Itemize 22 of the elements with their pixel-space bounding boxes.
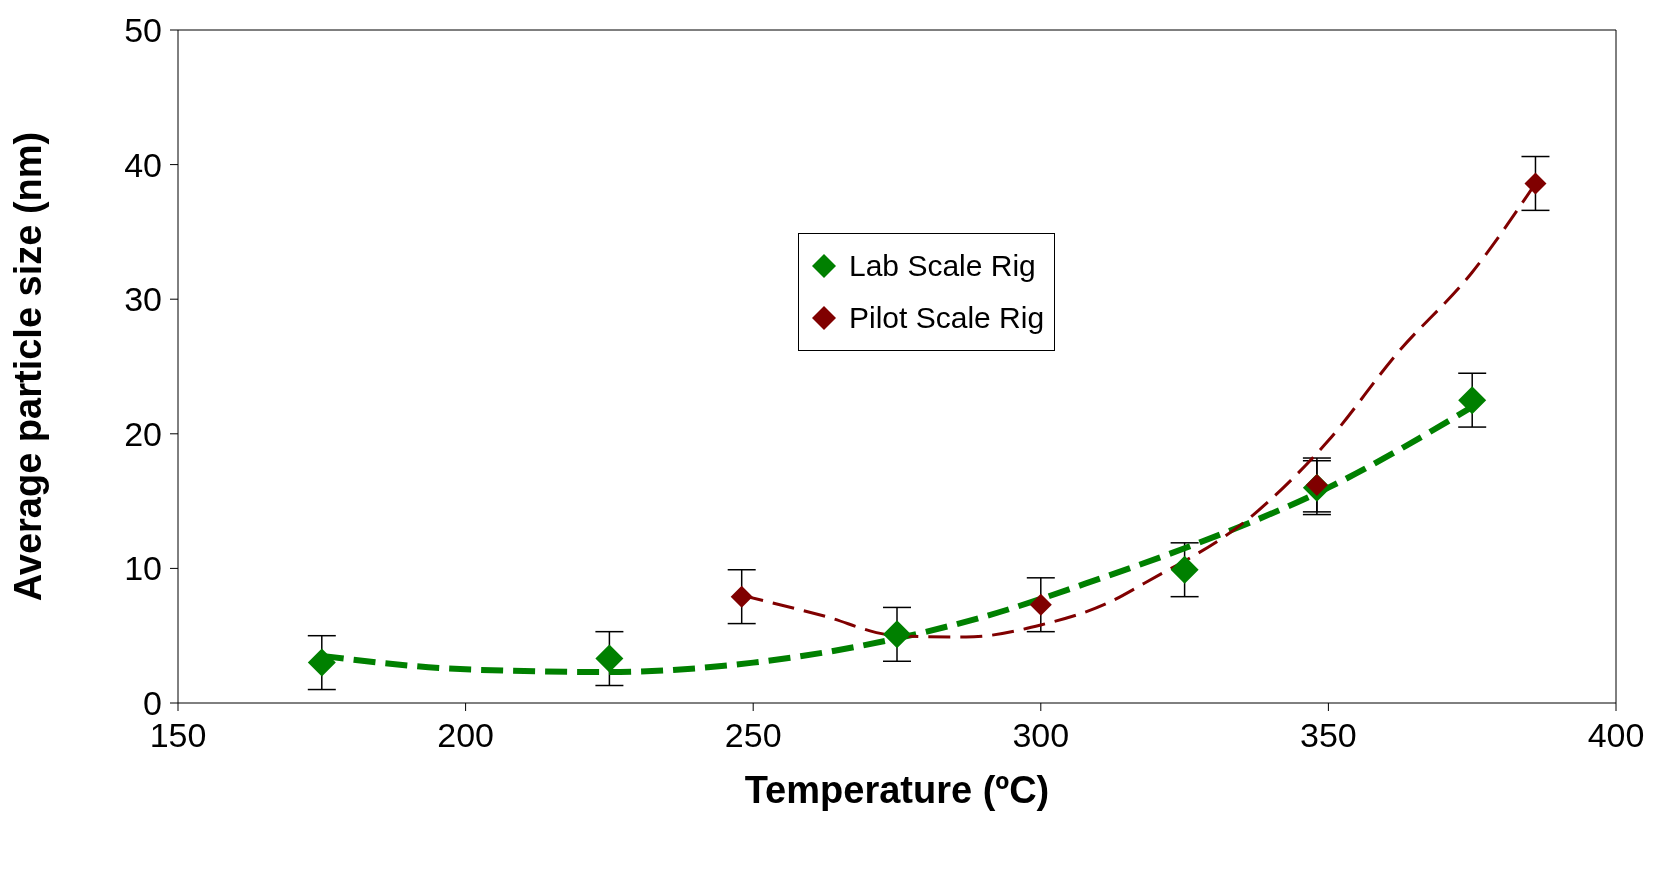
y-axis-title: Average particle size (nm) (7, 131, 50, 602)
y-tick-label: 40 (124, 145, 162, 184)
y-tick-label: 20 (124, 414, 162, 453)
y-tick-label: 30 (124, 280, 162, 319)
point (1029, 593, 1052, 616)
point (307, 648, 336, 677)
point (595, 644, 624, 673)
point (730, 585, 753, 608)
x-tick-label: 300 (1012, 716, 1070, 755)
x-tick-label: 250 (724, 716, 782, 755)
x-tick-label: 350 (1300, 716, 1357, 755)
legend-label: Pilot Scale Rig (849, 300, 1045, 336)
point (1524, 172, 1547, 195)
y-tick-label: 50 (124, 11, 162, 50)
x-tick-label: 200 (437, 716, 494, 755)
y-tick-label: 10 (124, 549, 162, 588)
point (1458, 386, 1487, 415)
legend-label: Lab Scale Rig (849, 248, 1036, 284)
point (883, 620, 911, 649)
point (1170, 555, 1199, 584)
x-tick-label: 400 (1587, 716, 1645, 755)
x-axis-title: Temperature (ºC) (744, 769, 1050, 811)
